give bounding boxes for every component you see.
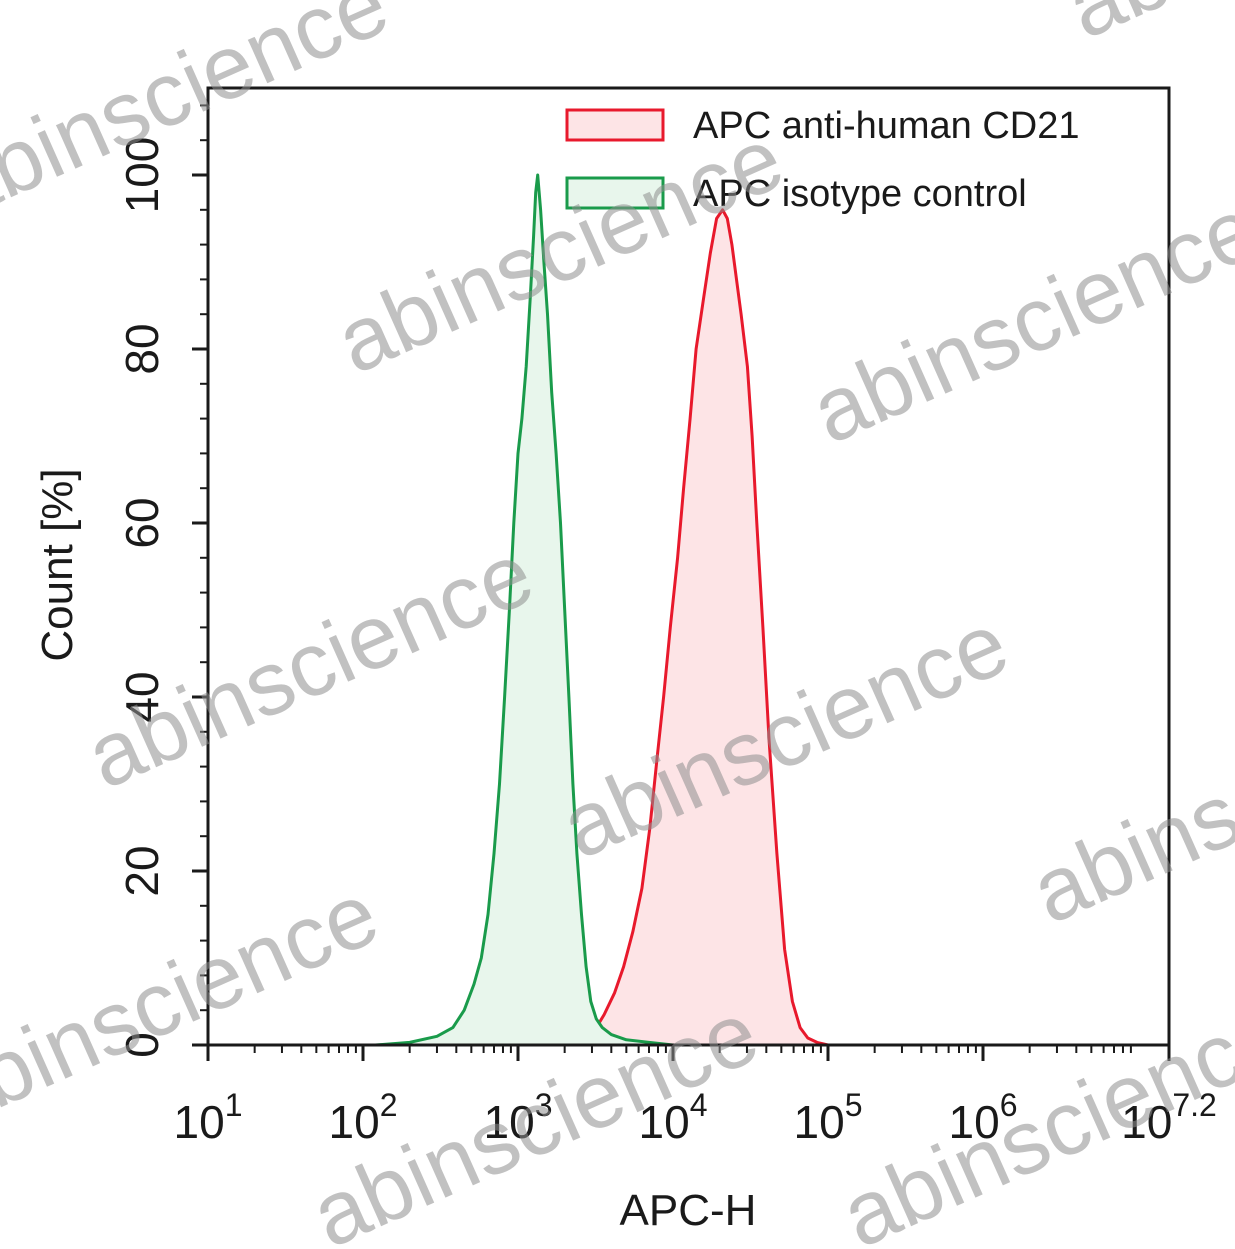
- watermark-text: abinscience: [72, 524, 547, 809]
- legend-label-0: APC anti-human CD21: [693, 105, 1080, 147]
- series-layer: [375, 173, 829, 1047]
- watermark-text: abinscience: [0, 0, 402, 238]
- series-line-1: [375, 173, 674, 1047]
- x-tick-label: 103: [484, 1087, 553, 1148]
- legend: APC anti-human CD21 APC isotype control: [565, 105, 1080, 215]
- legend-label-1: APC isotype control: [693, 173, 1027, 215]
- x-tick-label: 107.2: [1121, 1087, 1217, 1148]
- x-tick-label: 106: [949, 1087, 1018, 1148]
- watermark-text: abinscience: [547, 594, 1022, 879]
- y-tick-label: 40: [116, 671, 168, 722]
- axis-layer: 101 102 103 104 105 106 107.2 0 20 40 60 80 100: [116, 104, 1217, 1148]
- x-tick-label: 105: [794, 1087, 863, 1148]
- series-line-0: [540, 208, 829, 1047]
- x-tick-label: 101: [174, 1087, 243, 1148]
- series-fill-1: [375, 175, 673, 1045]
- watermark-text: abinscience: [827, 983, 1235, 1249]
- y-tick-label: 20: [116, 845, 168, 896]
- x-tick-label: 104: [639, 1087, 708, 1148]
- plot-frame: [206, 86, 1171, 1047]
- y-tick-label: 0: [116, 1032, 168, 1058]
- y-axis-title: Count [%]: [33, 468, 82, 661]
- legend-swatch-1: [565, 176, 665, 210]
- x-tick-label: 102: [329, 1087, 398, 1148]
- watermark-text: abinscience: [1052, 0, 1235, 58]
- y-tick-label: 100: [116, 137, 168, 214]
- series-fill-0: [540, 209, 828, 1046]
- y-tick-label: 80: [116, 323, 168, 374]
- legend-swatch-0: [565, 108, 665, 142]
- watermark-text: abinscience: [1017, 659, 1235, 944]
- y-tick-label: 60: [116, 497, 168, 548]
- x-axis-title: APC-H: [620, 1186, 757, 1235]
